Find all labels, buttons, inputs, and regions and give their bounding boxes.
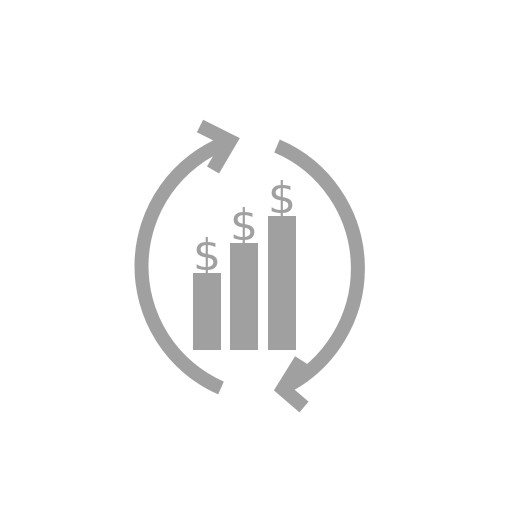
cycle-arrow-right-icon — [273, 139, 365, 413]
cycle-arrow-left-icon — [134, 119, 240, 395]
bar-3 — [268, 216, 296, 350]
dollar-sign-icon: $ — [193, 230, 221, 281]
left-arc — [134, 135, 230, 395]
dollar-sign-icon: $ — [268, 173, 296, 224]
bar-2 — [230, 243, 258, 350]
left-arrowhead — [196, 119, 240, 174]
bar-chart-icon: $$$ — [193, 173, 296, 350]
right-arrowhead — [273, 356, 309, 413]
right-arc — [274, 139, 365, 395]
bar-1 — [193, 273, 221, 350]
dollar-sign-icon: $ — [230, 200, 258, 251]
